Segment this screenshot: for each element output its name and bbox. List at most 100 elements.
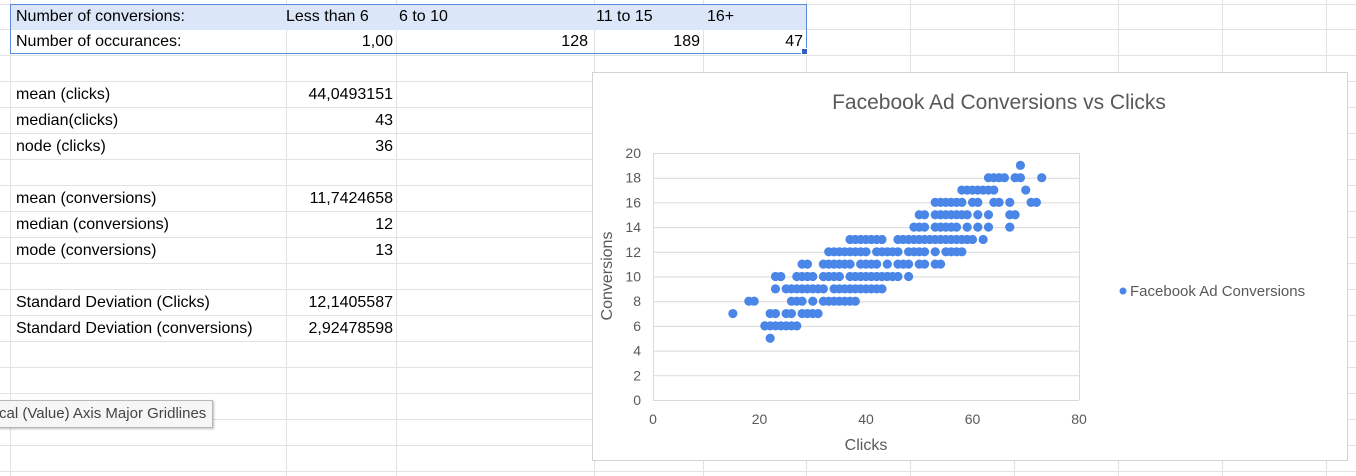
- data-point: [904, 259, 914, 269]
- data-point: [872, 259, 882, 269]
- cell-occ-6-to-10[interactable]: 128: [561, 33, 588, 50]
- data-point: [951, 222, 962, 232]
- data-point: [802, 259, 813, 269]
- data-point: [786, 308, 797, 319]
- data-point: [994, 197, 1004, 207]
- stat-label-node-clicks[interactable]: node (clicks): [16, 138, 106, 155]
- stat-label-mean-conversions[interactable]: mean (conversions): [16, 190, 157, 207]
- data-point: [919, 247, 930, 257]
- data-point: [1031, 197, 1041, 207]
- data-point: [1010, 210, 1020, 220]
- cell-less-than-6[interactable]: Less than 6: [286, 8, 369, 25]
- data-point: [893, 271, 903, 282]
- stat-value-std-clicks[interactable]: 12,1405587: [308, 294, 393, 311]
- data-point: [850, 296, 860, 306]
- data-point: [818, 284, 828, 294]
- gridlines-tooltip: cal (Value) Axis Major Gridlines: [0, 400, 214, 428]
- stat-value-mode-conversions[interactable]: 13: [375, 242, 393, 259]
- data-point: [765, 333, 775, 343]
- data-point: [919, 210, 930, 220]
- selected-range-row1: [10, 4, 806, 30]
- cell-16-plus[interactable]: 16+: [707, 8, 735, 25]
- data-point: [919, 222, 930, 232]
- y-tick-label: 10: [625, 269, 641, 285]
- data-point: [973, 222, 983, 232]
- data-point: [967, 234, 978, 245]
- data-point: [962, 222, 972, 232]
- y-tick-label: 2: [633, 367, 641, 383]
- data-point: [999, 173, 1010, 183]
- data-point: [1015, 173, 1026, 183]
- data-point: [983, 222, 994, 232]
- y-tick-label: 14: [625, 219, 641, 235]
- legend-label: Facebook Ad Conversions: [1130, 283, 1305, 300]
- stat-label-median-clicks[interactable]: median(clicks): [16, 112, 119, 129]
- x-axis-label: Clicks: [845, 437, 888, 454]
- data-point: [770, 284, 781, 294]
- y-tick-label: 8: [633, 293, 641, 309]
- stat-value-std-conversions[interactable]: 2,92478598: [308, 320, 393, 337]
- stat-value-mean-clicks[interactable]: 44,0493151: [308, 86, 393, 103]
- data-point: [1021, 185, 1031, 195]
- cell-occurances-label[interactable]: Number of occurances:: [16, 33, 182, 50]
- x-tick-label: 80: [1071, 411, 1087, 427]
- data-point: [861, 247, 871, 257]
- cell-occ-11-to-15[interactable]: 189: [673, 33, 700, 50]
- data-point: [893, 247, 903, 257]
- y-tick-label: 18: [625, 170, 641, 186]
- data-point: [983, 210, 994, 220]
- stat-label-std-clicks[interactable]: Standard Deviation (Clicks): [16, 294, 210, 311]
- y-tick-label: 20: [625, 145, 641, 161]
- stat-label-std-conversions[interactable]: Standard Deviation (conversions): [16, 320, 253, 337]
- scatter-chart[interactable]: Facebook Ad Conversions vs Clicks 0 2 4 6 8 10…: [592, 72, 1348, 461]
- data-point: [813, 308, 823, 319]
- data-point: [957, 247, 967, 257]
- data-point: [973, 210, 983, 220]
- data-point: [749, 296, 759, 306]
- stat-label-mean-clicks[interactable]: mean (clicks): [16, 86, 111, 103]
- y-tick-label: 6: [633, 318, 641, 334]
- data-point: [845, 259, 855, 269]
- data-point: [882, 259, 892, 269]
- x-tick-label: 40: [858, 411, 874, 427]
- y-tick-label: 16: [625, 194, 641, 210]
- chart-title: Facebook Ad Conversions vs Clicks: [832, 91, 1166, 114]
- data-point: [792, 321, 802, 331]
- data-point: [1005, 197, 1015, 207]
- data-point: [728, 308, 738, 319]
- data-point: [1037, 173, 1047, 183]
- data-point: [808, 271, 818, 282]
- data-point: [919, 259, 930, 269]
- legend-marker: [1119, 287, 1127, 295]
- fill-handle[interactable]: [801, 48, 808, 55]
- data-point: [1015, 160, 1026, 170]
- stat-value-mean-conversions[interactable]: 11,7424658: [309, 190, 393, 207]
- stat-label-median-conversions[interactable]: median (conversions): [16, 216, 169, 233]
- data-point: [834, 271, 844, 282]
- data-point: [935, 259, 946, 269]
- x-tick-label: 60: [965, 411, 981, 427]
- data-point: [904, 271, 914, 282]
- stat-value-node-clicks[interactable]: 36: [375, 138, 393, 155]
- cell-occ-16-plus[interactable]: 47: [785, 33, 803, 50]
- data-point: [978, 234, 988, 245]
- y-tick-label: 4: [633, 343, 641, 359]
- y-tick-label: 0: [633, 392, 641, 408]
- x-tick-label: 0: [649, 411, 657, 427]
- cell-11-to-15[interactable]: 11 to 15: [596, 8, 653, 25]
- data-point: [930, 247, 940, 257]
- cell-occ-less-than-6[interactable]: 1,00: [361, 33, 393, 50]
- y-tick-label: 12: [625, 244, 641, 260]
- data-point: [877, 234, 887, 245]
- cell-conversions-label[interactable]: Number of conversions:: [16, 8, 185, 25]
- cell-6-to-10[interactable]: 6 to 10: [399, 8, 448, 25]
- stat-label-mode-conversions[interactable]: mode (conversions): [16, 242, 157, 259]
- x-tick-label: 20: [752, 411, 768, 427]
- data-point: [797, 296, 807, 306]
- stat-value-median-clicks[interactable]: 43: [375, 112, 393, 129]
- data-point: [776, 271, 786, 282]
- stat-value-median-conversions[interactable]: 12: [375, 216, 393, 233]
- chart-canvas: Facebook Ad Conversions vs Clicks 0 2 4 6 8 10…: [599, 91, 1305, 454]
- data-point: [770, 308, 781, 319]
- data-point: [1005, 222, 1015, 232]
